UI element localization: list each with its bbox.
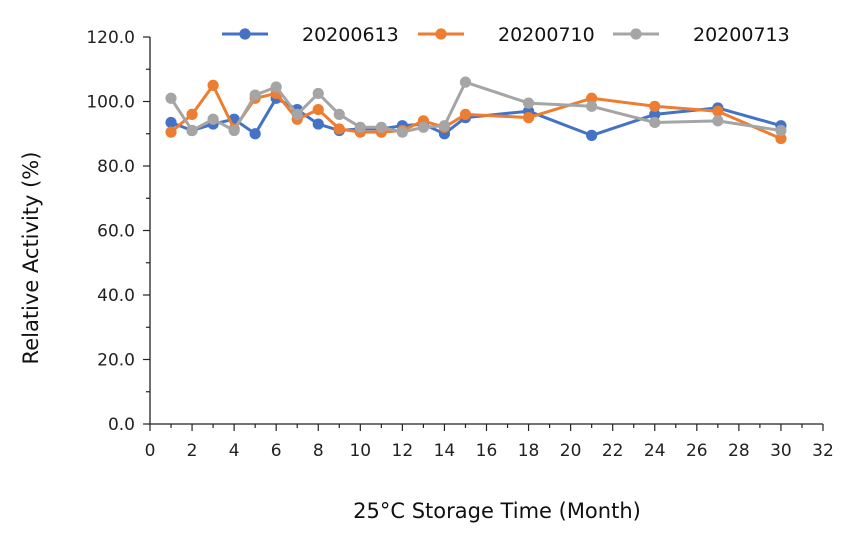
x-tick-label: 8 [313, 441, 324, 461]
data-point [522, 97, 535, 109]
x-tick-label: 26 [686, 441, 708, 461]
data-point [312, 118, 324, 130]
y-tick-label: 80.0 [97, 157, 135, 177]
data-point [354, 121, 366, 133]
x-tick-label: 2 [187, 441, 198, 461]
x-tick-label: 28 [728, 441, 750, 461]
x-tick-label: 20 [560, 441, 582, 461]
data-point [312, 103, 324, 116]
legend-label: 20200613 [302, 24, 399, 46]
legend-item-20200710: 20200710 [418, 24, 595, 46]
data-point [207, 113, 219, 125]
y-tick-label: 100.0 [86, 93, 135, 113]
data-point [165, 92, 177, 104]
data-point [417, 121, 430, 133]
series-line [170, 96, 782, 137]
data-point [228, 124, 240, 137]
data-point [333, 108, 345, 120]
y-tick-label: 120.0 [86, 28, 135, 48]
x-tick-label: 22 [602, 441, 624, 461]
data-point [438, 120, 451, 132]
data-point [522, 112, 535, 124]
chart-legend: 20200613 20200710 20200713 [222, 24, 790, 46]
data-point [649, 108, 661, 120]
data-point [712, 105, 724, 117]
data-point [312, 87, 324, 100]
data-point [459, 108, 472, 120]
x-tick-label: 4 [229, 441, 240, 461]
data-point [186, 108, 198, 120]
data-point [712, 115, 724, 127]
x-tick-label: 30 [770, 441, 792, 461]
x-tick-label: 12 [392, 441, 414, 461]
chart-series [165, 76, 787, 145]
y-axis-title: Relative Activity (%) [19, 152, 43, 365]
data-point [186, 124, 198, 137]
data-point [586, 100, 598, 112]
legend-item-20200713: 20200713 [613, 24, 790, 46]
legend-marker [630, 28, 642, 40]
data-point [270, 81, 282, 93]
x-tick-label: 14 [434, 441, 456, 461]
x-tick-label: 10 [349, 441, 371, 461]
data-point [775, 124, 787, 137]
legend-marker [435, 28, 447, 40]
data-point [249, 128, 261, 140]
data-point [649, 116, 661, 129]
x-tick-label: 18 [518, 441, 540, 461]
x-tick-label: 16 [476, 441, 498, 461]
x-tick-label: 24 [644, 441, 666, 461]
data-point [649, 100, 661, 112]
x-axis-title: 25°C Storage Time (Month) [353, 499, 641, 523]
series-20200713 [165, 76, 787, 138]
legend-label: 20200713 [693, 24, 790, 46]
x-tick-label: 32 [812, 441, 834, 461]
legend-marker [239, 28, 251, 40]
series-line [169, 80, 782, 134]
legend-label: 20200710 [498, 24, 595, 46]
data-point [165, 116, 177, 129]
y-tick-label: 0.0 [108, 415, 135, 435]
x-tick-label: 6 [271, 441, 282, 461]
data-point [207, 79, 219, 91]
data-point [396, 126, 408, 138]
data-point [165, 126, 177, 138]
data-point [375, 121, 387, 133]
data-point [249, 89, 261, 101]
data-point [775, 132, 787, 145]
data-point [291, 108, 303, 120]
data-point [333, 123, 345, 135]
y-tick-label: 60.0 [97, 222, 135, 242]
x-tick-label: 0 [145, 441, 156, 461]
data-point [586, 129, 598, 141]
data-point [459, 76, 472, 88]
data-point [586, 92, 598, 104]
y-tick-label: 20.0 [97, 351, 135, 371]
y-tick-label: 40.0 [97, 286, 135, 306]
legend-item-20200613: 20200613 [222, 24, 399, 46]
